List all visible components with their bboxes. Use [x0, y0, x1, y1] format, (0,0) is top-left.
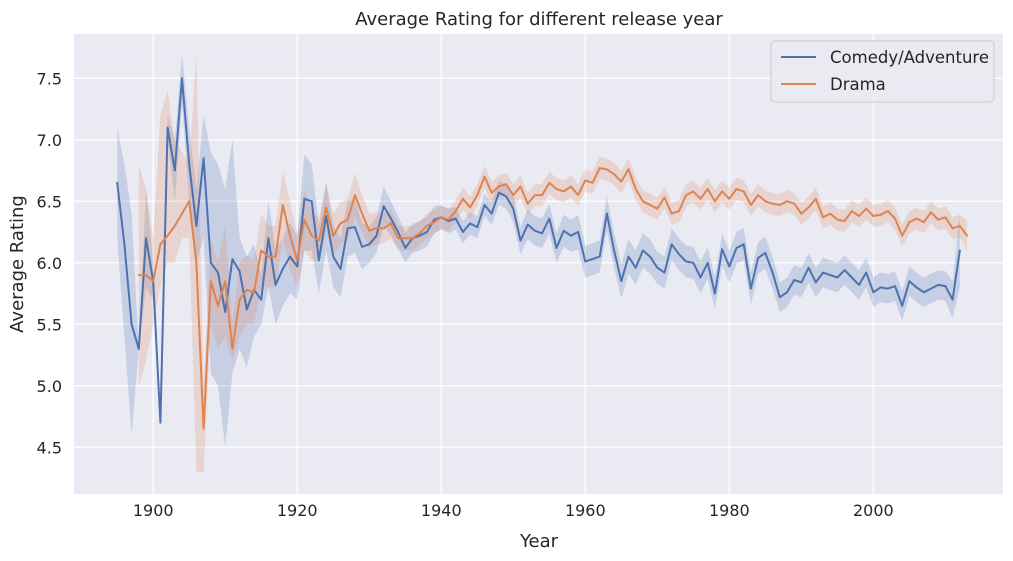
confidence-bands	[117, 53, 968, 472]
x-axis-ticks: 1900 1920 1940 1960 1980 2000	[133, 501, 894, 520]
y-tick-label: 5.0	[37, 377, 62, 396]
series-lines	[116, 77, 968, 430]
series-line-1	[137, 167, 968, 430]
y-tick-label: 6.0	[37, 254, 62, 273]
y-tick-label: 6.5	[37, 192, 62, 211]
plot-area	[74, 34, 1003, 494]
y-axis-ticks: 4.5 5.0 5.5 6.0 6.5 7.0 7.5	[37, 69, 62, 457]
x-tick-label: 1900	[133, 501, 174, 520]
legend-label: Drama	[830, 75, 886, 94]
y-axis-label: Average Rating	[7, 195, 28, 333]
y-tick-label: 4.5	[37, 438, 62, 457]
chart-title: Average Rating for different release yea…	[355, 9, 723, 30]
y-tick-label: 7.0	[37, 131, 62, 150]
legend-label: Comedy/Adventure	[830, 48, 989, 67]
legend-box	[770, 40, 995, 103]
x-tick-label: 1940	[421, 501, 462, 520]
series-line-0	[116, 77, 961, 424]
legend: Comedy/Adventure Drama	[770, 40, 995, 103]
x-axis-label: Year	[519, 531, 559, 552]
ci-band-series-0	[117, 53, 960, 448]
x-tick-label: 2000	[853, 501, 894, 520]
x-tick-label: 1920	[277, 501, 318, 520]
x-tick-label: 1980	[709, 501, 750, 520]
y-tick-label: 7.5	[37, 69, 62, 88]
y-tick-label: 5.5	[37, 315, 62, 334]
x-tick-label: 1960	[565, 501, 606, 520]
